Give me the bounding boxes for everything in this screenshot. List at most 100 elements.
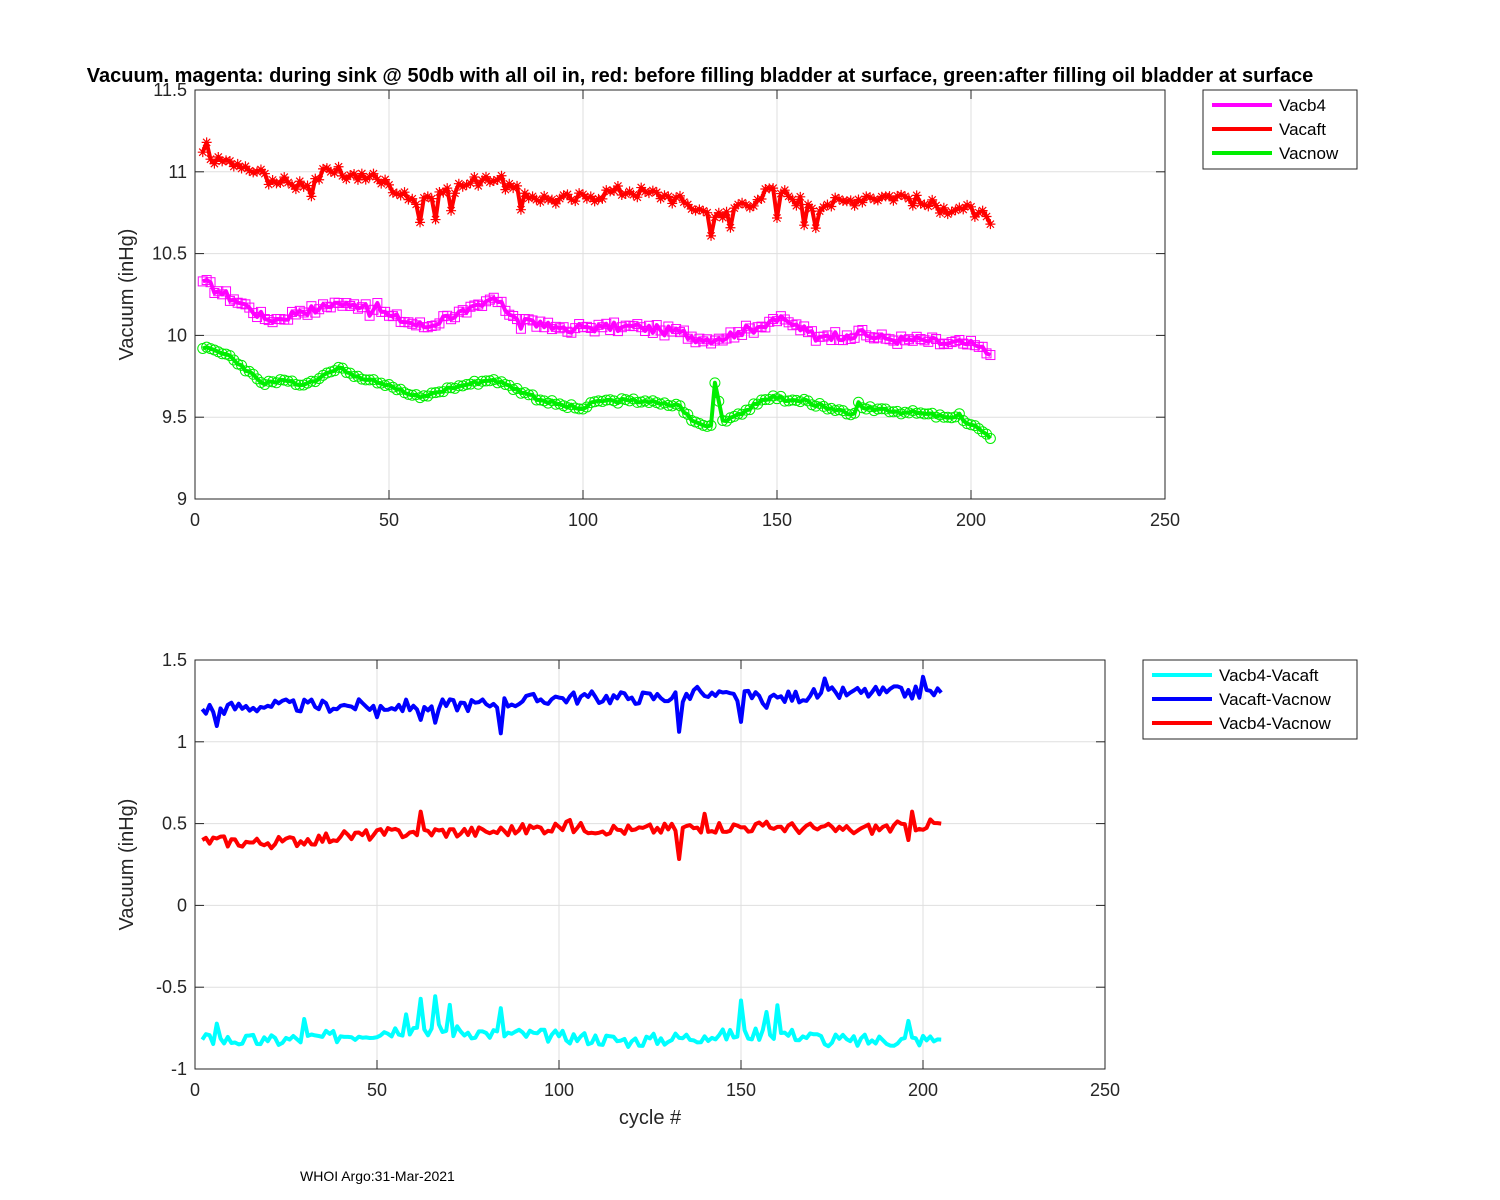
data-point bbox=[919, 335, 930, 346]
data-point bbox=[915, 198, 926, 209]
data-point bbox=[884, 191, 895, 202]
data-point bbox=[290, 309, 301, 320]
data-point bbox=[973, 423, 985, 435]
data-point bbox=[729, 203, 740, 214]
data-point bbox=[787, 320, 798, 331]
data-point bbox=[418, 192, 429, 203]
data-point bbox=[872, 403, 884, 415]
data-point bbox=[643, 320, 654, 331]
data-point bbox=[356, 373, 368, 385]
data-point bbox=[512, 180, 523, 191]
data-point bbox=[523, 389, 535, 401]
data-point bbox=[698, 336, 709, 347]
data-point bbox=[422, 322, 433, 333]
data-point bbox=[213, 151, 224, 162]
data-point bbox=[263, 315, 274, 326]
data-point bbox=[387, 311, 398, 322]
data-point bbox=[318, 163, 329, 174]
data-point bbox=[900, 335, 911, 346]
data-point bbox=[259, 314, 270, 325]
data-point bbox=[391, 384, 403, 396]
data-point bbox=[857, 324, 868, 335]
data-point bbox=[686, 331, 697, 342]
data-point bbox=[922, 408, 934, 420]
data-point bbox=[593, 319, 604, 330]
data-point bbox=[892, 190, 903, 201]
data-point bbox=[267, 376, 279, 388]
data-point bbox=[640, 186, 651, 197]
data-point bbox=[275, 314, 286, 325]
data-point bbox=[896, 331, 907, 342]
data-point bbox=[806, 203, 817, 214]
data-point bbox=[651, 187, 662, 198]
data-point bbox=[527, 315, 538, 326]
data-point bbox=[814, 397, 826, 409]
data-point bbox=[531, 321, 542, 332]
legend-label: Vacaft bbox=[1279, 120, 1326, 139]
plot-area bbox=[195, 660, 1105, 1069]
data-point bbox=[554, 193, 565, 204]
data-point bbox=[791, 200, 802, 211]
data-point bbox=[690, 205, 701, 216]
data-point bbox=[927, 332, 938, 343]
data-point bbox=[438, 187, 449, 198]
data-point bbox=[348, 371, 360, 383]
data-point bbox=[627, 393, 639, 405]
data-point bbox=[690, 337, 701, 348]
data-point bbox=[201, 275, 212, 286]
data-point bbox=[282, 375, 294, 387]
data-point bbox=[772, 316, 782, 327]
data-point bbox=[791, 319, 802, 330]
data-point bbox=[682, 333, 693, 344]
data-point bbox=[748, 200, 759, 211]
legend-label: Vacb4-Vacnow bbox=[1219, 714, 1332, 733]
x-tick-label: 50 bbox=[367, 1080, 387, 1100]
data-point bbox=[228, 354, 240, 366]
data-point bbox=[481, 296, 491, 307]
data-point bbox=[717, 212, 728, 223]
data-point bbox=[841, 330, 852, 341]
series-line bbox=[201, 809, 942, 861]
data-point bbox=[818, 331, 829, 342]
data-point bbox=[217, 289, 228, 300]
data-point bbox=[713, 395, 725, 407]
data-point bbox=[252, 166, 263, 177]
data-point bbox=[829, 404, 841, 416]
data-point bbox=[772, 213, 782, 224]
data-point bbox=[585, 323, 596, 334]
data-point bbox=[469, 172, 480, 183]
data-point bbox=[822, 199, 833, 210]
data-point bbox=[341, 174, 352, 185]
data-point bbox=[473, 180, 484, 191]
data-point bbox=[589, 396, 601, 408]
data-point bbox=[546, 324, 557, 335]
data-point bbox=[376, 178, 387, 189]
data-point bbox=[236, 163, 247, 174]
data-point bbox=[530, 394, 542, 406]
data-point bbox=[321, 163, 332, 174]
data-point bbox=[830, 192, 841, 203]
data-point bbox=[480, 375, 492, 387]
data-point bbox=[616, 190, 627, 201]
data-point bbox=[550, 321, 561, 332]
data-point bbox=[744, 404, 756, 416]
data-point bbox=[356, 168, 367, 179]
x-tick-label: 250 bbox=[1150, 510, 1180, 530]
data-point bbox=[221, 286, 232, 297]
data-point bbox=[737, 197, 748, 208]
x-tick-label: 50 bbox=[379, 510, 399, 530]
legend-label: Vacnow bbox=[1279, 144, 1339, 163]
legend-label: Vacb4-Vacaft bbox=[1219, 666, 1319, 685]
data-point bbox=[500, 184, 511, 195]
data-point bbox=[287, 306, 297, 317]
data-point bbox=[779, 314, 790, 325]
data-point bbox=[977, 341, 988, 352]
data-point bbox=[876, 403, 888, 415]
data-point bbox=[434, 318, 445, 329]
y-tick-label: 0 bbox=[177, 895, 187, 915]
data-point bbox=[442, 310, 453, 321]
data-point bbox=[884, 406, 896, 418]
data-point bbox=[197, 276, 208, 287]
data-point bbox=[984, 432, 996, 444]
data-point bbox=[585, 397, 597, 409]
